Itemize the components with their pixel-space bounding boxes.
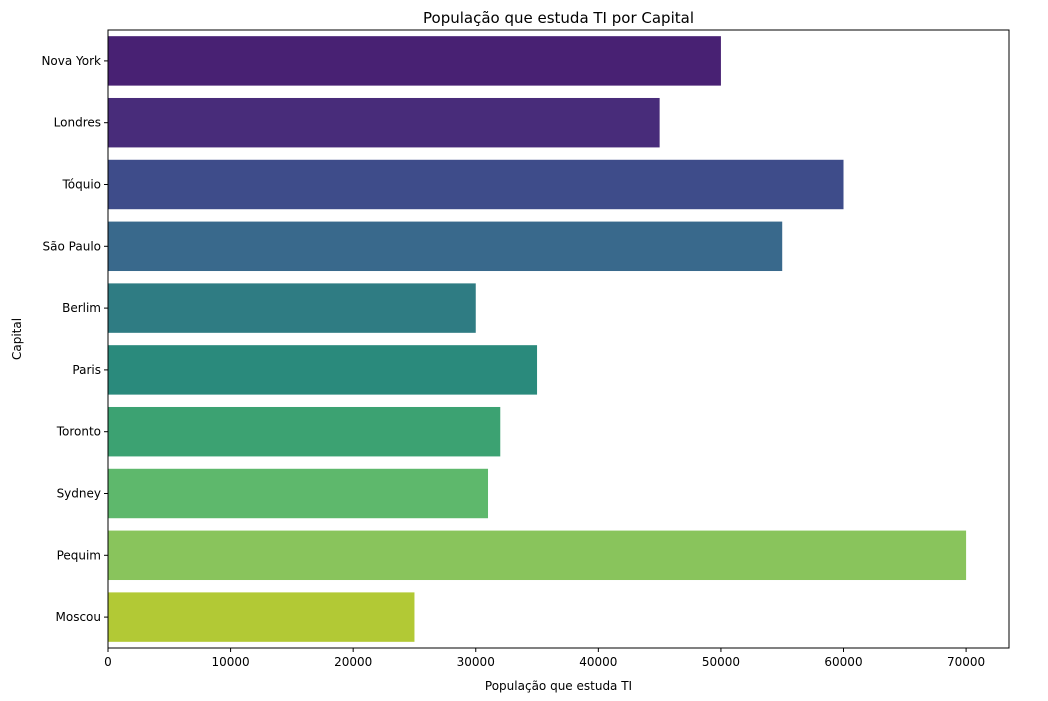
x-tick-label: 70000 <box>947 655 985 669</box>
y-axis-label: Capital <box>10 318 24 360</box>
y-tick-label: Moscou <box>56 610 102 624</box>
bar-paris <box>108 345 538 395</box>
bar-sydney <box>108 468 489 519</box>
x-tick-label: 10000 <box>211 655 249 669</box>
bar-londres <box>108 97 660 148</box>
y-tick-label: Toronto <box>56 425 101 439</box>
y-tick-label: Tóquio <box>61 178 101 192</box>
x-axis-label: População que estuda TI <box>485 679 632 693</box>
bar-s-o-paulo <box>108 221 783 272</box>
y-tick-label: Nova York <box>41 54 101 68</box>
bar-t-quio <box>108 159 844 210</box>
y-tick-label: Londres <box>54 116 101 130</box>
bar-nova-york <box>108 36 721 86</box>
x-tick-label: 60000 <box>824 655 862 669</box>
x-tick-label: 0 <box>104 655 112 669</box>
chart-title: População que estuda TI por Capital <box>423 9 694 27</box>
y-tick-label: Pequim <box>57 548 101 562</box>
x-tick-label: 40000 <box>579 655 617 669</box>
x-axis-ticks: 0 10000 20000 30000 40000 50000 60000 70000 <box>104 648 985 669</box>
y-tick-label: Berlim <box>62 301 101 315</box>
x-tick-label: 50000 <box>702 655 740 669</box>
plot-frame <box>107 29 1010 649</box>
x-tick-label: 30000 <box>457 655 495 669</box>
x-tick-label: 20000 <box>334 655 372 669</box>
y-axis-ticks: Nova York Londres Tóquio São Paulo Berlim Par… <box>41 54 108 624</box>
y-tick-label: Sydney <box>57 487 101 501</box>
y-tick-label: Paris <box>72 363 101 377</box>
bars-layer <box>108 36 967 642</box>
bar-berlim <box>108 283 476 333</box>
bar-moscou <box>108 592 415 642</box>
bar-pequim <box>108 530 967 581</box>
y-tick-label: São Paulo <box>43 239 101 253</box>
bar-toronto <box>108 406 501 457</box>
